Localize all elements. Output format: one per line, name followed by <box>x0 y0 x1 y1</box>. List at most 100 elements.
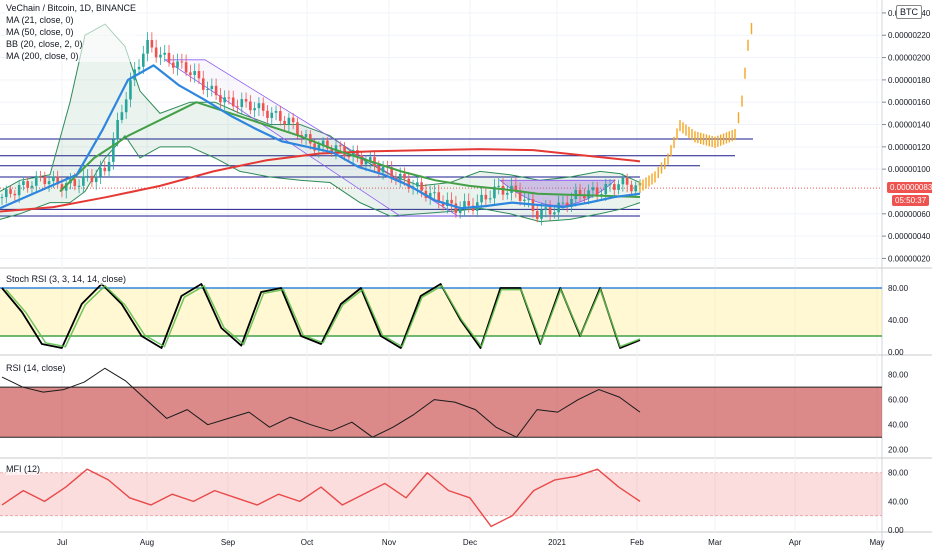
stoch-pane-label[interactable]: Stoch RSI (3, 3, 14, 14, close) <box>6 273 127 285</box>
candle-body <box>43 176 47 185</box>
candle-body <box>171 62 175 68</box>
candle-body <box>326 140 329 149</box>
candle-body <box>17 185 21 196</box>
time-axis-label: May <box>869 538 884 547</box>
candle-body <box>381 166 385 173</box>
candle-body <box>231 97 235 107</box>
candle-body <box>154 47 158 58</box>
candle-body <box>446 199 449 206</box>
candle-body <box>274 111 278 113</box>
candle-body <box>437 192 441 203</box>
candle-body <box>454 203 458 214</box>
indicator-ma50-label[interactable]: MA (50, close, 0) <box>6 27 74 37</box>
price-tick-label: 0.00000180 <box>888 76 931 85</box>
time-axis-label: Sep <box>221 538 236 547</box>
candle-body <box>480 194 483 203</box>
candle-body <box>450 199 453 204</box>
candle-body <box>266 110 269 118</box>
candle-body <box>544 207 548 210</box>
candle-body <box>321 140 325 145</box>
candle-body <box>0 197 4 199</box>
stoch-band <box>0 288 882 336</box>
candle-body <box>570 198 573 207</box>
mfi-tick-label: 0.00 <box>888 526 904 535</box>
bollinger-band-fill <box>0 24 640 222</box>
candle-body <box>583 194 586 199</box>
candle-body <box>347 156 351 158</box>
currency-badge[interactable]: BTC <box>896 5 922 19</box>
rsi-tick-label: 60.00 <box>888 396 909 405</box>
candle-body <box>484 194 488 200</box>
candle-body <box>634 185 638 192</box>
ma50-line <box>59 101 641 199</box>
time-axis-label: Jul <box>57 538 67 547</box>
indicator-ma21-label[interactable]: MA (21, close, 0) <box>6 15 74 25</box>
symbol-title: VeChain / Bitcoin, 1D, BINANCE <box>6 3 137 13</box>
stoch-tick-label: 40.00 <box>888 316 909 325</box>
candle-body <box>73 179 77 187</box>
candle-body <box>9 189 12 194</box>
price-tick-label: 0.00000060 <box>888 210 931 219</box>
candle-body <box>420 182 423 191</box>
stoch-tick-label: 80.00 <box>888 284 909 293</box>
bollinger-lower-line <box>0 134 641 223</box>
candle-body <box>206 88 209 90</box>
indicator-ma200-label[interactable]: MA (200, close, 0) <box>6 51 79 61</box>
candle-body <box>112 139 115 162</box>
candle-body <box>407 178 411 189</box>
rsi-band <box>0 387 882 438</box>
candle-body <box>64 183 68 191</box>
candle-body <box>60 184 64 191</box>
candle-body <box>540 209 543 219</box>
candle-body <box>308 134 312 144</box>
candle-body <box>236 106 239 108</box>
candle-body <box>197 71 201 79</box>
candle-body <box>433 192 436 194</box>
time-axis-label: Mar <box>708 538 722 547</box>
candle-body <box>373 157 376 167</box>
candle-body <box>227 97 231 99</box>
candle-body <box>249 101 252 111</box>
indicator-bb-label[interactable]: BB (20, close, 2, 0) <box>6 39 83 49</box>
candle-body <box>142 53 145 67</box>
time-axis-label: Oct <box>301 538 314 547</box>
rsi-line <box>1 367 641 438</box>
candle-body <box>608 183 612 185</box>
stoch-tick-label: 0.00 <box>888 348 904 357</box>
candle-body <box>129 80 132 100</box>
candle-body <box>124 99 128 113</box>
price-tick-label: 0.00000040 <box>888 232 931 241</box>
candle-body <box>283 120 286 125</box>
candle-body <box>137 66 141 70</box>
countdown-label: 05:50:37 <box>892 195 930 206</box>
candle-body <box>334 145 338 152</box>
candle-body <box>368 157 372 161</box>
candle-body <box>201 78 205 90</box>
ma21-line <box>0 64 641 210</box>
candle-body <box>13 193 17 196</box>
price-tick-label: 0.00000120 <box>888 143 931 152</box>
candle-body <box>360 155 363 165</box>
price-tick-label: 0.00000160 <box>888 98 931 107</box>
candle-body <box>304 134 308 137</box>
candle-body <box>403 173 406 179</box>
candle-body <box>176 61 179 68</box>
candle-body <box>317 144 321 151</box>
candle-body <box>501 185 505 195</box>
candle-body <box>22 181 25 186</box>
mfi-pane-label[interactable]: MFI (12) <box>6 463 41 475</box>
candle-body <box>167 52 171 63</box>
candle-body <box>296 122 299 136</box>
candle-body <box>343 146 346 157</box>
candle-body <box>86 175 89 177</box>
last-price-label: 0.00000083 <box>887 182 932 193</box>
candle-body <box>210 85 214 89</box>
candle-body <box>604 183 608 195</box>
candle-body <box>47 181 51 185</box>
candle-body <box>441 202 445 206</box>
rsi-pane-label[interactable]: RSI (14, close) <box>6 362 66 374</box>
candle-body <box>505 192 509 195</box>
candle-body <box>377 166 381 173</box>
rsi-tick-label: 80.00 <box>888 371 909 380</box>
chart-legend: VeChain / Bitcoin, 1D, BINANCE MA (21, c… <box>6 2 137 62</box>
